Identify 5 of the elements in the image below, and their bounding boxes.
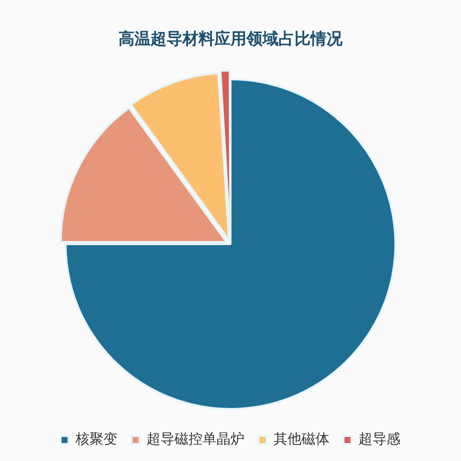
chart-title: 高温超导材料应用领域占比情况: [118, 28, 344, 48]
legend-label: 超导磁控单晶炉: [146, 432, 244, 448]
legend-label: 其他磁体: [274, 432, 330, 448]
legend-label: 超导感: [358, 432, 400, 448]
legend-label: 核聚变: [74, 432, 118, 448]
